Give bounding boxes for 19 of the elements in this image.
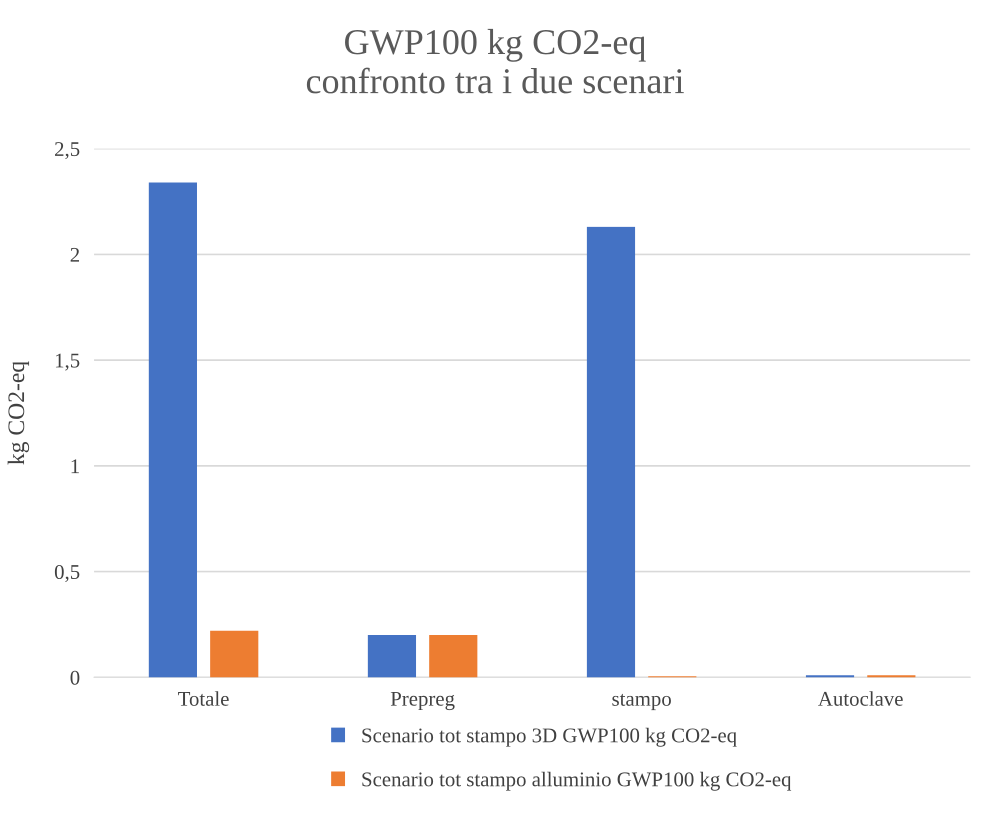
legend-label: Scenario tot stampo 3D GWP100 kg CO2-eq [362,728,737,747]
y-tick-label: 2,5 [55,142,80,160]
bar [148,182,197,678]
y-tick-label: 1,5 [56,354,80,371]
y-tick-label: 2 [70,248,80,262]
x-tick-label: Autoclave [818,691,903,706]
bar [368,635,416,678]
bar [429,635,478,678]
x-tick-label: Totale [178,691,229,706]
bar [210,630,258,678]
y-tick-label: 1 [72,459,79,474]
y-tick-label: 0 [70,670,80,685]
y-axis-title: kg CO2-eq [8,361,30,465]
bar [586,226,636,678]
legend-label: Scenario tot stampo alluminio GWP100 kg CO2-eq [362,772,792,791]
y-tick-label: 0,5 [54,564,80,582]
chart-title: GWP100 kg CO2-eq confronto tra i due scenari [306,28,684,94]
x-tick-label: Prepreg [390,692,455,710]
x-tick-label: stampo [612,694,671,710]
